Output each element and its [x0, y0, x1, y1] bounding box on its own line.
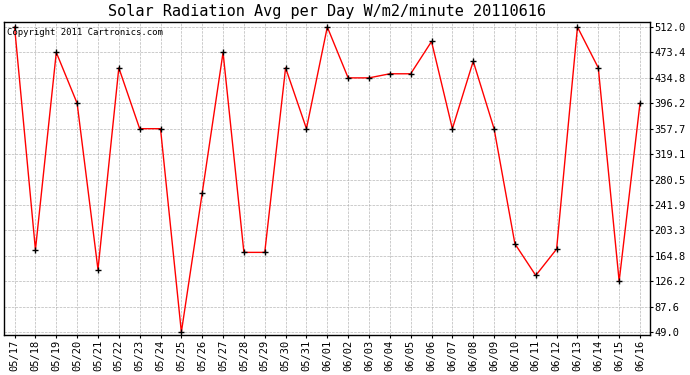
- Title: Solar Radiation Avg per Day W/m2/minute 20110616: Solar Radiation Avg per Day W/m2/minute …: [108, 4, 546, 19]
- Text: Copyright 2011 Cartronics.com: Copyright 2011 Cartronics.com: [8, 28, 164, 37]
